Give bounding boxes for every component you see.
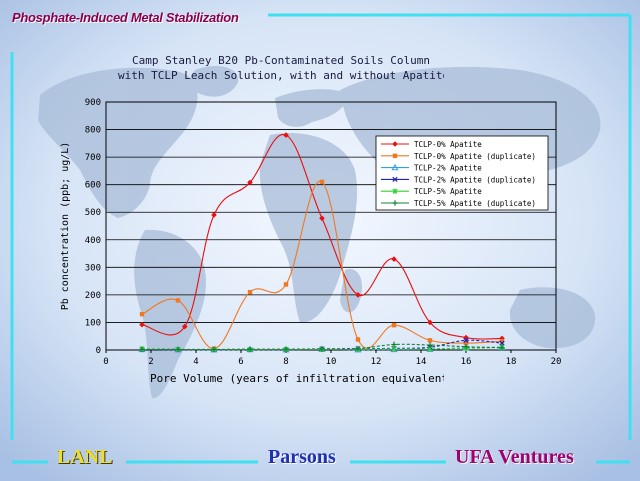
legend-marker	[391, 163, 399, 171]
legend-marker	[392, 176, 398, 183]
x-tick-label: 8	[283, 357, 288, 367]
data-point	[139, 346, 145, 353]
legend-item: TCLP-2% Apatite (duplicate)	[381, 175, 536, 184]
data-point	[319, 179, 325, 185]
y-tick-label: 400	[85, 236, 101, 246]
x-tick-label: 10	[326, 357, 337, 367]
data-point	[181, 323, 188, 330]
data-point	[211, 346, 217, 353]
data-point	[319, 215, 325, 222]
x-tick-label: 4	[193, 357, 198, 367]
legend-item: TCLP-0% Apatite (duplicate)	[381, 152, 536, 161]
data-point	[391, 341, 397, 348]
legend-item: TCLP-5% Apatite (duplicate)	[381, 199, 536, 208]
data-point	[499, 345, 505, 351]
legend-label: TCLP-2% Apatite	[414, 164, 482, 173]
x-tick-label: 2	[148, 357, 153, 367]
x-tick-label: 0	[103, 357, 108, 367]
legend-label: TCLP-5% Apatite	[414, 187, 482, 196]
legend-label: TCLP-0% Apatite (duplicate)	[414, 152, 536, 161]
y-axis-ticks: 0 100 200 300 400 500 600 700 800 900	[85, 98, 101, 356]
legend-item: TCLP-2% Apatite	[381, 164, 482, 173]
data-point	[499, 338, 505, 344]
x-tick-label: 16	[461, 357, 472, 367]
header-title: Phosphate-Induced Metal Stabilization	[12, 10, 239, 25]
series-6	[139, 341, 505, 353]
data-point	[247, 289, 253, 295]
data-point	[211, 212, 217, 218]
legend-marker	[392, 153, 398, 158]
legend-marker	[392, 188, 398, 194]
x-axis-label: Pore Volume (years of infiltration equiv…	[150, 372, 455, 385]
legend-item: TCLP-5% Apatite	[381, 187, 482, 196]
x-tick-label: 6	[238, 357, 243, 367]
data-point	[247, 179, 253, 186]
y-tick-label: 100	[85, 318, 101, 328]
legend-marker	[392, 200, 398, 206]
legend-label: TCLP-2% Apatite (duplicate)	[414, 175, 536, 184]
data-point	[463, 337, 469, 343]
legend-box	[375, 135, 549, 211]
x-tick-label: 14	[416, 357, 427, 367]
y-tick-label: 0	[96, 346, 101, 356]
y-tick-label: 300	[85, 263, 101, 273]
legend: TCLP-0% Apatite TCLP-0% Apatite (duplicat…	[375, 135, 549, 211]
data-point	[175, 298, 181, 303]
data-point	[283, 132, 289, 138]
x-axis-ticks: 0 2 4 6 8 10 12 14 16 18 20	[103, 350, 561, 367]
chart-title-line-1: Camp Stanley B20 Pb-Contaminated Soils C…	[131, 54, 430, 67]
legend-item: TCLP-0% Apatite	[381, 140, 482, 149]
footer-parsons: Parsons	[268, 446, 336, 468]
x-tick-label: 18	[506, 357, 517, 367]
y-axis-label: Pb concentration (ppb; ug/L)	[60, 142, 71, 311]
data-point	[427, 342, 433, 348]
series-2	[139, 179, 505, 351]
series-group	[138, 132, 506, 353]
data-point	[427, 319, 433, 326]
footer-lanl: LANL	[57, 446, 113, 468]
y-tick-label: 800	[85, 126, 101, 136]
data-point	[355, 292, 361, 298]
y-tick-label: 500	[85, 208, 101, 218]
data-point	[283, 282, 289, 287]
decorative-frame	[10, 13, 632, 464]
data-point	[247, 346, 253, 352]
x-tick-label: 20	[551, 357, 562, 367]
data-point	[175, 346, 181, 353]
chart-title: Camp Stanley B20 Pb-Contaminated Soils C…	[118, 53, 444, 83]
data-point	[427, 338, 433, 343]
legend-label: TCLP-5% Apatite (duplicate)	[414, 199, 536, 208]
y-tick-label: 900	[85, 98, 101, 108]
y-tick-label: 200	[85, 291, 101, 301]
x-tick-label: 12	[371, 357, 382, 367]
y-tick-label: 600	[85, 181, 101, 191]
chart-title-line-2: with TCLP Leach Solution, with and witho…	[118, 69, 444, 82]
data-point	[355, 345, 361, 352]
data-point	[355, 337, 361, 342]
data-point	[283, 346, 289, 352]
y-tick-label: 700	[85, 153, 101, 163]
data-point	[499, 340, 505, 346]
footer-ufa-ventures: UFA Ventures	[455, 446, 574, 468]
data-point	[139, 321, 145, 328]
data-point	[391, 256, 397, 262]
legend-marker	[392, 141, 398, 147]
data-point	[139, 311, 145, 317]
data-point	[463, 343, 469, 350]
data-point	[463, 340, 469, 346]
legend-label: TCLP-0% Apatite	[414, 140, 482, 149]
data-point	[319, 346, 325, 352]
data-point	[391, 323, 397, 328]
